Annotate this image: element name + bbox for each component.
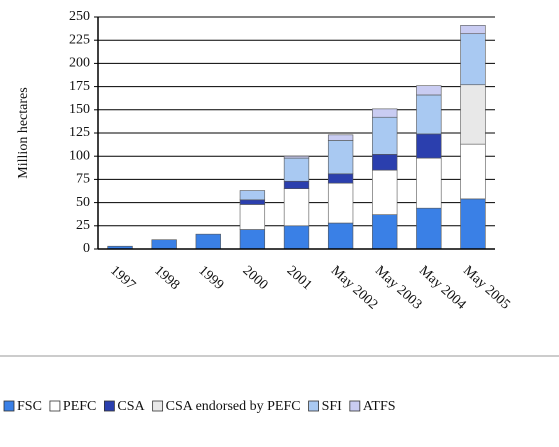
bar-segment (283, 157, 310, 182)
y-tick-label: 225 (69, 32, 90, 47)
bar-segment (327, 173, 354, 184)
bar-segment (239, 229, 266, 250)
legend-label: SFI (322, 399, 343, 414)
x-tick-label: 2001 (284, 263, 315, 293)
bar-segment (460, 84, 486, 145)
bar-segment (372, 154, 398, 171)
y-tick-label: 75 (76, 172, 90, 187)
x-tick-label: May 2005 (460, 263, 513, 312)
bar-segment (283, 188, 310, 227)
bar-segment (283, 155, 310, 159)
bar-segment (460, 198, 486, 250)
legend-label: FSC (17, 399, 42, 414)
bar-segment (416, 94, 442, 135)
legend-swatch (152, 400, 164, 412)
x-tick-label: 1998 (151, 263, 182, 293)
bar-segment (416, 85, 442, 96)
y-tick-label: 50 (76, 195, 90, 210)
bar-segment (327, 182, 354, 224)
legend-swatch (103, 400, 115, 412)
y-axis-label: Million hectares (16, 87, 31, 178)
bar-segment (372, 169, 398, 215)
legend-label: ATFS (363, 399, 396, 414)
bar-segment (416, 157, 442, 209)
x-tick-label: May 2002 (328, 263, 381, 312)
bar-segment (460, 33, 486, 86)
bar-segment (416, 207, 442, 250)
bar-segment (416, 133, 442, 159)
bar-segment (327, 222, 354, 250)
bar-segment (327, 140, 354, 175)
bar-segment (460, 25, 486, 35)
legend-swatch (49, 400, 61, 412)
legend-label: CSA (117, 399, 145, 414)
bar-segment (372, 214, 398, 250)
legend-label: CSA endorsed by PEFC (166, 399, 301, 414)
legend-swatch (3, 400, 15, 412)
legend-swatch (308, 400, 319, 412)
y-tick-label: 250 (69, 9, 90, 24)
bar-segment (460, 143, 486, 200)
bar-segment (239, 204, 266, 230)
legend-label: PEFC (63, 399, 96, 414)
bar-segment (239, 190, 266, 201)
bar-segment (372, 108, 398, 118)
x-tick-label: 1999 (195, 263, 226, 293)
y-tick-label: 125 (69, 125, 90, 140)
bar-segment (283, 225, 310, 250)
bar-segment (195, 233, 221, 250)
bar-segment (327, 134, 354, 141)
x-tick-label: May 2004 (416, 263, 469, 312)
x-tick-label: 1997 (107, 263, 138, 293)
bar-segment (372, 116, 398, 155)
y-tick-label: 0 (83, 241, 90, 256)
y-tick-label: 175 (69, 79, 90, 94)
x-tick-label: May 2003 (372, 263, 425, 312)
y-tick-label: 25 (76, 218, 90, 233)
bar-segment (283, 180, 310, 189)
y-tick-label: 150 (69, 102, 90, 117)
y-tick-label: 100 (69, 148, 90, 163)
bar-segment (151, 239, 177, 250)
legend-swatch (349, 400, 361, 412)
y-tick-label: 200 (69, 56, 90, 71)
bar-segment (239, 199, 266, 205)
x-tick-label: 2000 (240, 263, 271, 293)
